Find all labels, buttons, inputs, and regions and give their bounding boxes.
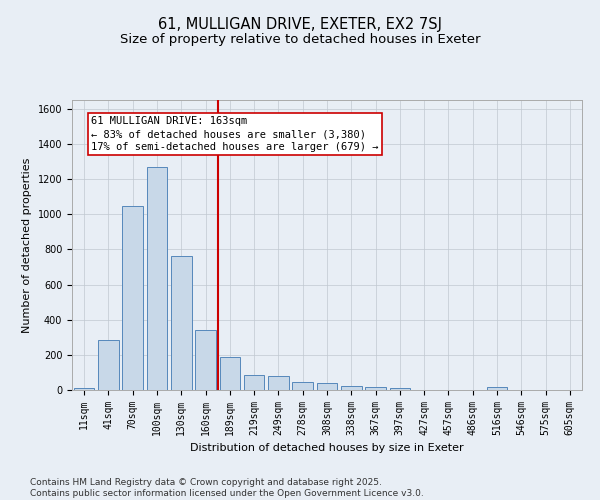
Bar: [171, 256, 191, 390]
Bar: [292, 382, 313, 390]
Bar: [244, 375, 265, 390]
Text: 61, MULLIGAN DRIVE, EXETER, EX2 7SJ: 61, MULLIGAN DRIVE, EXETER, EX2 7SJ: [158, 18, 442, 32]
Bar: [146, 167, 167, 390]
Text: Contains HM Land Registry data © Crown copyright and database right 2025.
Contai: Contains HM Land Registry data © Crown c…: [30, 478, 424, 498]
Bar: [365, 388, 386, 390]
Bar: [268, 376, 289, 390]
Bar: [341, 386, 362, 390]
Y-axis label: Number of detached properties: Number of detached properties: [22, 158, 32, 332]
Bar: [220, 356, 240, 390]
Bar: [98, 340, 119, 390]
Text: 61 MULLIGAN DRIVE: 163sqm
← 83% of detached houses are smaller (3,380)
17% of se: 61 MULLIGAN DRIVE: 163sqm ← 83% of detac…: [91, 116, 379, 152]
Bar: [389, 388, 410, 390]
Text: Size of property relative to detached houses in Exeter: Size of property relative to detached ho…: [120, 32, 480, 46]
Bar: [195, 330, 216, 390]
Bar: [122, 206, 143, 390]
Bar: [74, 388, 94, 390]
X-axis label: Distribution of detached houses by size in Exeter: Distribution of detached houses by size …: [190, 444, 464, 454]
Bar: [487, 388, 508, 390]
Bar: [317, 383, 337, 390]
